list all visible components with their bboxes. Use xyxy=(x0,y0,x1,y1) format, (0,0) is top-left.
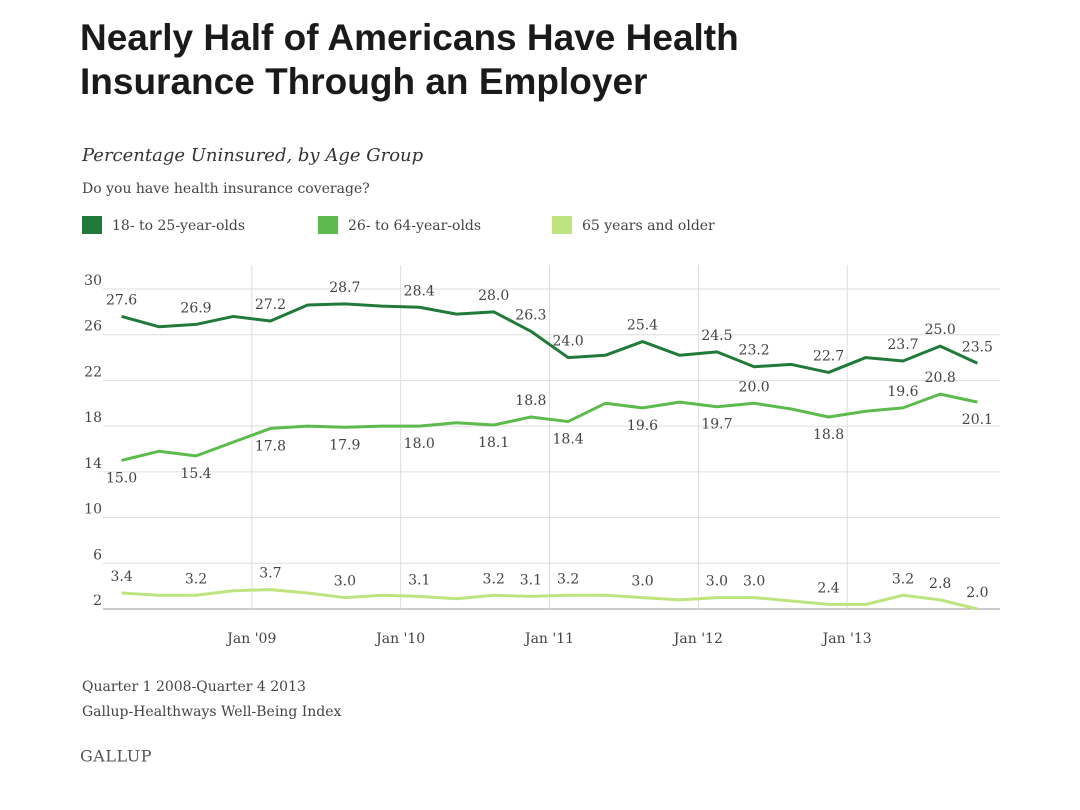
data-label: 26.9 xyxy=(180,300,211,316)
chart-subtitle: Do you have health insurance coverage? xyxy=(82,181,370,197)
data-label: 15.4 xyxy=(180,466,211,482)
slide-title: Nearly Half of Americans Have Health Ins… xyxy=(80,17,739,103)
y-tick-label: 26 xyxy=(84,319,102,335)
data-label: 3.1 xyxy=(520,572,542,588)
legend-label: 18- to 25-year-olds xyxy=(112,218,245,234)
data-label: 26.3 xyxy=(515,307,546,323)
data-label: 3.2 xyxy=(483,571,505,587)
data-label: 18.4 xyxy=(553,432,584,448)
data-label: 24.5 xyxy=(701,328,732,344)
data-label: 28.4 xyxy=(404,283,435,299)
legend-swatch xyxy=(318,216,338,234)
data-label: 2.4 xyxy=(817,580,839,596)
x-tick-label: Jan '11 xyxy=(523,631,574,647)
data-label: 25.0 xyxy=(925,322,956,338)
y-tick-label: 6 xyxy=(93,547,102,563)
note: Gallup-Healthways Well-Being Index xyxy=(82,704,342,720)
data-label: 3.0 xyxy=(706,574,728,590)
data-label: 3.4 xyxy=(110,569,132,585)
data-label: 18.1 xyxy=(478,435,509,451)
data-label: 28.7 xyxy=(329,280,360,296)
data-label: 20.8 xyxy=(925,370,956,386)
y-tick-label: 18 xyxy=(84,410,102,426)
data-label: 20.1 xyxy=(962,412,993,428)
data-label: 22.7 xyxy=(813,348,844,364)
data-label: 20.0 xyxy=(739,379,770,395)
data-label: 24.0 xyxy=(553,334,584,350)
x-tick-label: Jan '09 xyxy=(225,631,276,647)
data-label: 23.7 xyxy=(887,337,918,353)
y-tick-label: 14 xyxy=(84,456,102,472)
y-tick-label: 10 xyxy=(84,502,102,518)
data-label: 28.0 xyxy=(478,288,509,304)
data-label: 17.9 xyxy=(329,437,360,453)
data-label: 2.8 xyxy=(929,576,951,592)
note: Quarter 1 2008-Quarter 4 2013 xyxy=(82,679,306,695)
data-label: 3.1 xyxy=(408,572,430,588)
y-tick-label: 2 xyxy=(93,593,102,609)
data-label: 3.0 xyxy=(743,574,765,590)
data-label: 2.0 xyxy=(966,585,988,601)
data-label: 3.2 xyxy=(892,571,914,587)
legend-swatch xyxy=(552,216,572,234)
chart-title: Percentage Uninsured, by Age Group xyxy=(81,145,424,166)
series-line xyxy=(121,588,978,611)
data-label: 17.8 xyxy=(255,438,286,454)
legend-label: 65 years and older xyxy=(582,218,715,234)
data-label: 19.6 xyxy=(627,418,658,434)
data-label: 3.0 xyxy=(334,574,356,590)
x-tick-label: Jan '10 xyxy=(374,631,425,647)
data-label: 27.6 xyxy=(106,292,137,308)
legend-label: 26- to 64-year-olds xyxy=(348,218,481,234)
data-label: 18.8 xyxy=(515,393,546,409)
x-tick-label: Jan '13 xyxy=(821,631,872,647)
series-line xyxy=(121,392,978,462)
data-label: 25.4 xyxy=(627,318,658,334)
data-label: 23.2 xyxy=(739,343,770,359)
series-line xyxy=(121,302,979,374)
x-tick-label: Jan '12 xyxy=(672,631,723,647)
legend-swatch xyxy=(82,216,102,234)
y-tick-label: 30 xyxy=(84,273,102,289)
data-label: 3.2 xyxy=(557,571,579,587)
data-label: 18.0 xyxy=(404,436,435,452)
data-label: 3.0 xyxy=(631,574,653,590)
data-label: 3.2 xyxy=(185,571,207,587)
data-label: 19.7 xyxy=(701,417,732,433)
data-label: 19.6 xyxy=(887,384,918,400)
data-label: 18.8 xyxy=(813,427,844,443)
y-tick-label: 22 xyxy=(84,364,102,380)
data-label: 15.0 xyxy=(106,470,137,486)
data-label: 23.5 xyxy=(962,339,993,355)
source-logo: GALLUP xyxy=(80,747,152,766)
data-label: 3.7 xyxy=(259,566,281,582)
data-label: 27.2 xyxy=(255,297,286,313)
